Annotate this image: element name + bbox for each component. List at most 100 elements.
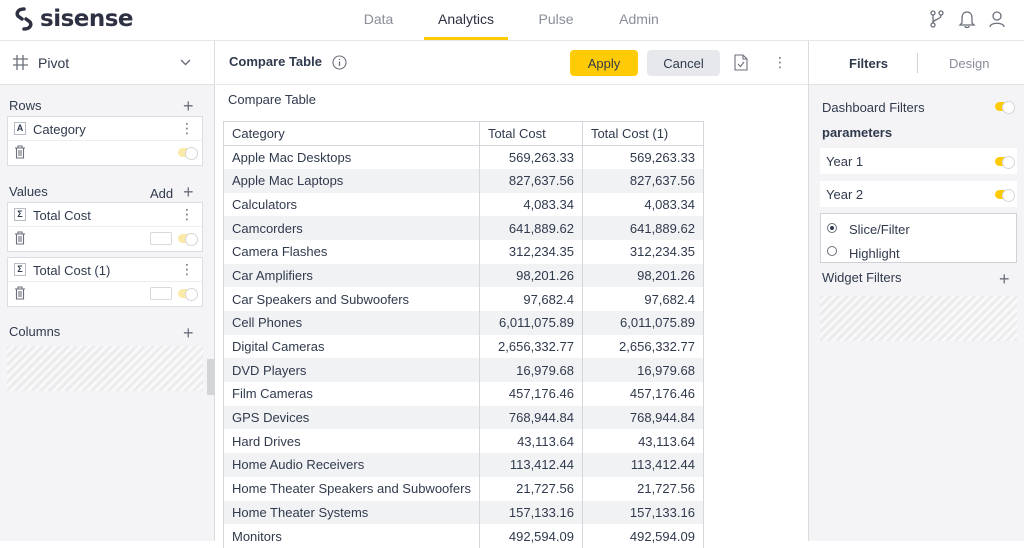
- nav-pulse[interactable]: Pulse: [538, 11, 574, 27]
- color-picker[interactable]: [150, 287, 172, 300]
- widget-title[interactable]: Compare Table: [229, 54, 322, 69]
- total-cost-cell[interactable]: 97,682.4: [479, 287, 583, 311]
- value-item-toggle[interactable]: [178, 288, 198, 301]
- total-cost-cell[interactable]: 768,944.84: [479, 405, 583, 430]
- nav-data[interactable]: Data: [363, 11, 394, 27]
- apply-button[interactable]: Apply: [570, 50, 638, 76]
- parameter-toggle[interactable]: [995, 156, 1015, 169]
- radio-label-highlight[interactable]: Highlight: [849, 246, 900, 261]
- total-cost-1-cell[interactable]: 6,011,075.89: [582, 311, 704, 335]
- radio-label-slice-filter[interactable]: Slice/Filter: [849, 222, 910, 237]
- row-category-cell[interactable]: Home Theater Speakers and Subwoofers: [223, 476, 480, 501]
- add-value-button[interactable]: +: [183, 182, 194, 202]
- sisense-logo[interactable]: sisense: [13, 6, 134, 32]
- row-category-cell[interactable]: Cell Phones: [223, 311, 480, 335]
- values-add-link[interactable]: Add: [150, 186, 174, 201]
- radio-slice-filter[interactable]: [827, 223, 837, 233]
- info-icon[interactable]: [332, 55, 347, 70]
- branch-icon[interactable]: [928, 9, 946, 29]
- total-cost-cell[interactable]: 2,656,332.77: [479, 334, 583, 359]
- trash-icon[interactable]: [14, 286, 26, 300]
- row-category-cell[interactable]: Car Speakers and Subwoofers: [223, 287, 480, 311]
- add-widget-filter-button[interactable]: +: [999, 269, 1010, 289]
- parameter-toggle[interactable]: [995, 189, 1015, 202]
- total-cost-cell[interactable]: 98,201.26: [479, 263, 583, 288]
- total-cost-1-cell[interactable]: 113,412.44: [582, 453, 704, 477]
- value-item-label[interactable]: Total Cost (1): [33, 263, 111, 278]
- total-cost-1-cell[interactable]: 827,637.56: [582, 168, 704, 193]
- total-cost-cell[interactable]: 312,234.35: [479, 239, 583, 264]
- total-cost-1-cell[interactable]: 492,594.09: [582, 524, 704, 548]
- total-cost-cell[interactable]: 4,083.34: [479, 192, 583, 217]
- rows-item-toggle[interactable]: [178, 147, 198, 160]
- total-cost-1-cell[interactable]: 312,234.35: [582, 239, 704, 264]
- columns-drop-zone[interactable]: [7, 346, 203, 391]
- widget-filters-drop-zone[interactable]: [820, 296, 1017, 341]
- radio-highlight[interactable]: [827, 246, 837, 256]
- total-cost-1-cell[interactable]: 457,176.46: [582, 382, 704, 406]
- total-cost-cell[interactable]: 492,594.09: [479, 524, 583, 548]
- rows-item-menu-icon[interactable]: ⋮: [180, 120, 194, 136]
- row-category-cell[interactable]: Camera Flashes: [223, 239, 480, 264]
- total-cost-1-cell[interactable]: 2,656,332.77: [582, 334, 704, 359]
- rows-item-category[interactable]: Category: [33, 122, 86, 137]
- row-category-cell[interactable]: Calculators: [223, 192, 480, 217]
- total-cost-1-cell[interactable]: 157,133.16: [582, 500, 704, 525]
- bell-icon[interactable]: [958, 9, 976, 29]
- total-cost-cell[interactable]: 43,113.64: [479, 429, 583, 454]
- row-category-cell[interactable]: Apple Mac Laptops: [223, 168, 480, 193]
- total-cost-1-cell[interactable]: 4,083.34: [582, 192, 704, 217]
- total-cost-1-cell[interactable]: 97,682.4: [582, 287, 704, 311]
- tab-design[interactable]: Design: [949, 56, 990, 71]
- value-item-menu-icon[interactable]: ⋮: [180, 206, 194, 222]
- add-row-button[interactable]: +: [183, 96, 194, 116]
- total-cost-1-cell[interactable]: 569,263.33: [582, 145, 704, 169]
- parameter-card[interactable]: Year 2: [820, 181, 1017, 207]
- export-icon[interactable]: [734, 54, 748, 71]
- row-category-cell[interactable]: DVD Players: [223, 358, 480, 383]
- column-header-category[interactable]: Category: [223, 121, 480, 146]
- parameter-card[interactable]: Year 1: [820, 148, 1017, 174]
- nav-analytics[interactable]: Analytics: [424, 0, 508, 40]
- column-header-total-cost[interactable]: Total Cost: [479, 121, 583, 146]
- row-category-cell[interactable]: Apple Mac Desktops: [223, 145, 480, 169]
- row-category-cell[interactable]: GPS Devices: [223, 405, 480, 430]
- total-cost-1-cell[interactable]: 16,979.68: [582, 358, 704, 383]
- total-cost-cell[interactable]: 457,176.46: [479, 382, 583, 406]
- total-cost-1-cell[interactable]: 641,889.62: [582, 216, 704, 240]
- total-cost-1-cell[interactable]: 98,201.26: [582, 263, 704, 288]
- row-category-cell[interactable]: Film Cameras: [223, 382, 480, 406]
- total-cost-cell[interactable]: 16,979.68: [479, 358, 583, 383]
- total-cost-1-cell[interactable]: 21,727.56: [582, 476, 704, 501]
- row-category-cell[interactable]: Camcorders: [223, 216, 480, 240]
- widget-type-selector[interactable]: Pivot: [0, 41, 214, 85]
- add-column-button[interactable]: +: [183, 323, 194, 343]
- row-category-cell[interactable]: Digital Cameras: [223, 334, 480, 359]
- row-category-cell[interactable]: Monitors: [223, 524, 480, 548]
- total-cost-cell[interactable]: 113,412.44: [479, 453, 583, 477]
- total-cost-cell[interactable]: 157,133.16: [479, 500, 583, 525]
- total-cost-1-cell[interactable]: 768,944.84: [582, 405, 704, 430]
- nav-admin[interactable]: Admin: [619, 11, 659, 27]
- value-item-toggle[interactable]: [178, 233, 198, 246]
- user-icon[interactable]: [988, 9, 1006, 29]
- total-cost-cell[interactable]: 827,637.56: [479, 168, 583, 193]
- color-picker[interactable]: [150, 232, 172, 245]
- total-cost-cell[interactable]: 21,727.56: [479, 476, 583, 501]
- trash-icon[interactable]: [14, 231, 26, 245]
- left-panel-collapse-handle[interactable]: [207, 359, 215, 395]
- cancel-button[interactable]: Cancel: [647, 50, 720, 76]
- tab-filters[interactable]: Filters: [849, 56, 889, 71]
- row-category-cell[interactable]: Home Theater Systems: [223, 500, 480, 525]
- total-cost-cell[interactable]: 6,011,075.89: [479, 311, 583, 335]
- value-item-label[interactable]: Total Cost: [33, 208, 91, 223]
- column-header-total-cost-1[interactable]: Total Cost (1): [582, 121, 704, 146]
- row-category-cell[interactable]: Home Audio Receivers: [223, 453, 480, 477]
- row-category-cell[interactable]: Hard Drives: [223, 429, 480, 454]
- trash-icon[interactable]: [14, 145, 26, 159]
- value-item-menu-icon[interactable]: ⋮: [180, 261, 194, 277]
- more-options-icon[interactable]: ⋮: [773, 54, 787, 70]
- row-category-cell[interactable]: Car Amplifiers: [223, 263, 480, 288]
- total-cost-cell[interactable]: 569,263.33: [479, 145, 583, 169]
- total-cost-1-cell[interactable]: 43,113.64: [582, 429, 704, 454]
